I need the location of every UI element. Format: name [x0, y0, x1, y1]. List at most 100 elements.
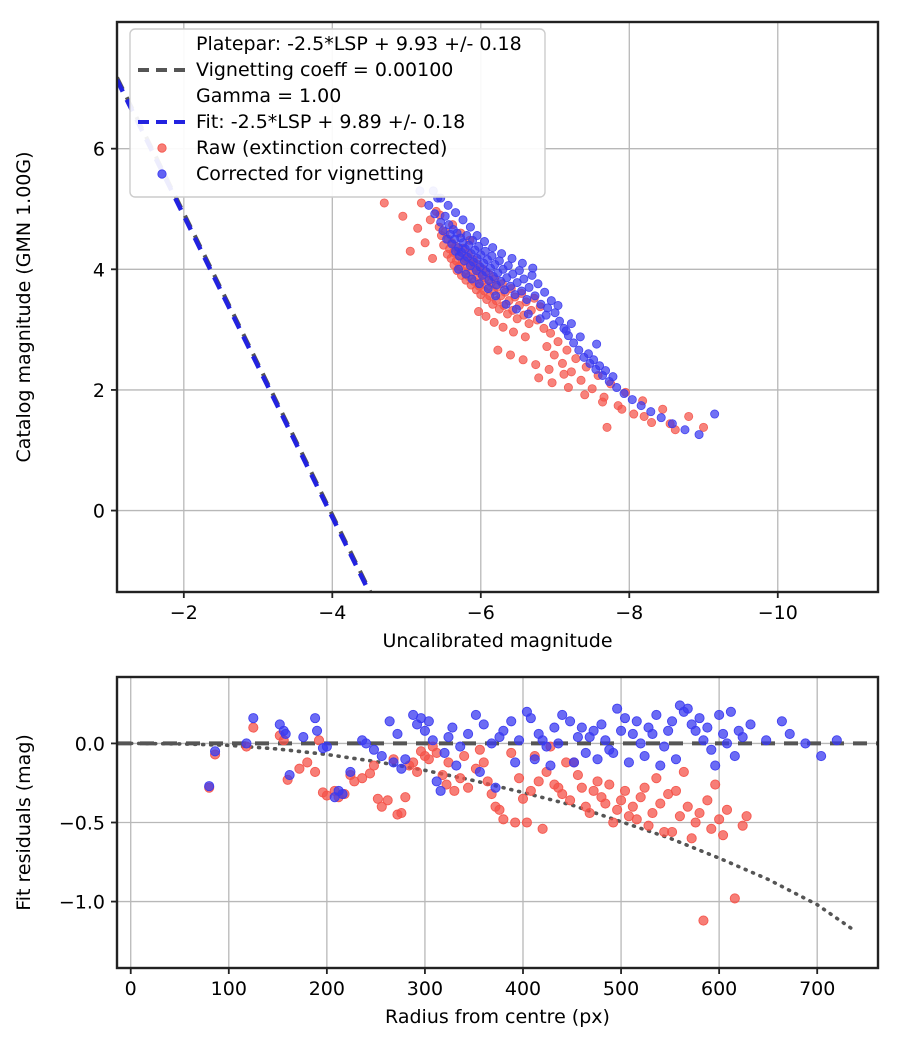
data-point [345, 766, 356, 777]
data-point [635, 792, 646, 803]
data-point [623, 757, 634, 768]
data-point [459, 751, 470, 762]
data-point [549, 320, 559, 330]
data-point [667, 419, 677, 429]
data-point [639, 751, 650, 762]
series-corrected [415, 186, 720, 440]
data-point [302, 757, 313, 768]
data-point [706, 823, 717, 834]
data-point [241, 738, 252, 749]
data-point [474, 307, 484, 317]
data-point [511, 304, 521, 314]
data-point [470, 709, 481, 721]
data-point [569, 338, 579, 348]
legend-label: Fit: -2.5*LSP + 9.89 +/- 0.18 [196, 111, 465, 133]
data-point [463, 728, 474, 739]
legend-marker-dot-blue [157, 169, 167, 179]
data-point [524, 319, 534, 329]
data-point [364, 768, 376, 779]
data-point [596, 719, 607, 730]
data-point [480, 246, 490, 256]
data-point [431, 776, 442, 787]
data-point [831, 735, 842, 746]
data-point [419, 725, 430, 736]
tick-label-x: −2 [170, 602, 198, 624]
fit-residuals-panel: 0 100 200 300 400 500 600 700 0.0 −0.5 −1.0 Radius … [0, 655, 900, 1050]
data-point [533, 279, 543, 289]
data-point [447, 722, 458, 733]
data-point [533, 776, 544, 787]
data-point [451, 208, 461, 218]
tick-label-x: 200 [309, 978, 345, 1000]
data-point [396, 763, 407, 774]
data-point [565, 795, 576, 806]
data-point [520, 332, 530, 342]
data-point [423, 716, 434, 727]
data-point [424, 200, 434, 210]
data-point [294, 763, 305, 774]
data-point [439, 747, 450, 758]
tick-label-y: 2 [93, 380, 105, 402]
data-point [574, 345, 584, 355]
tick-label-x: 300 [407, 978, 443, 1000]
data-point [598, 397, 608, 407]
data-point [507, 253, 517, 263]
data-point [674, 811, 685, 822]
data-point [647, 807, 658, 819]
data-point [372, 793, 383, 804]
data-point [298, 732, 309, 743]
data-point [349, 776, 360, 787]
data-point [376, 751, 387, 762]
data-point [559, 369, 569, 379]
x-axis-label: Uncalibrated magnitude [382, 630, 612, 652]
data-point [702, 722, 713, 733]
data-point [529, 754, 540, 765]
data-point [745, 719, 756, 730]
data-point [537, 735, 548, 746]
data-point [557, 709, 568, 721]
data-point [368, 744, 379, 755]
data-point [670, 785, 682, 796]
data-point [436, 217, 446, 227]
data-point [636, 401, 646, 411]
data-point [584, 807, 595, 819]
data-point [321, 741, 332, 752]
data-point [481, 311, 491, 321]
data-point [733, 725, 744, 736]
data-point [706, 744, 717, 755]
data-point [524, 282, 534, 292]
data-point [440, 211, 450, 221]
tick-label-x: 600 [701, 978, 737, 1000]
data-point [458, 215, 468, 225]
tick-label-y: 4 [93, 259, 105, 281]
data-point [455, 741, 466, 752]
data-point [617, 404, 627, 414]
data-point [682, 703, 693, 714]
data-point [686, 833, 697, 844]
data-point [491, 291, 501, 301]
data-point [694, 430, 704, 440]
data-point [553, 782, 564, 793]
data-point [561, 326, 571, 336]
data-point [601, 366, 611, 376]
data-point [488, 243, 498, 253]
axes-frame [115, 20, 880, 594]
data-point [557, 358, 567, 368]
data-point [576, 375, 586, 385]
data-point [616, 795, 627, 806]
data-point [506, 716, 517, 727]
data-point [474, 241, 484, 251]
data-point [619, 713, 631, 724]
data-point [310, 713, 321, 724]
data-point [580, 747, 591, 758]
data-point [454, 264, 464, 274]
data-point [761, 735, 772, 746]
data-point [438, 226, 448, 236]
data-point [531, 360, 541, 370]
data-point [310, 766, 321, 777]
data-point [525, 785, 536, 796]
data-point [248, 722, 259, 733]
data-point [694, 713, 705, 724]
data-point [474, 279, 484, 289]
